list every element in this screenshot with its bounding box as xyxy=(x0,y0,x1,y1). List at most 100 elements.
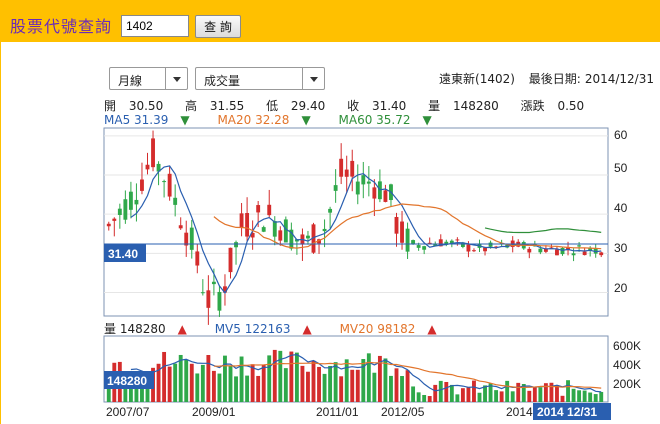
candle-body xyxy=(400,221,404,243)
volume-bar xyxy=(466,386,471,402)
volume-value: 量 148280 xyxy=(428,99,508,113)
candle-body xyxy=(394,216,399,234)
volume-bar xyxy=(184,359,189,402)
candle-body xyxy=(355,181,360,195)
volume-bar xyxy=(250,364,255,402)
chevron-down-icon[interactable] xyxy=(165,68,187,89)
candle-body xyxy=(250,232,255,238)
candle-body xyxy=(366,181,371,184)
volume-bar xyxy=(283,368,288,402)
candle-body xyxy=(173,197,178,205)
up-arrow-icon: ▲ xyxy=(302,322,312,336)
candle-body xyxy=(444,241,449,245)
candle-body xyxy=(411,240,416,244)
volume-bar xyxy=(499,391,504,402)
candle-body xyxy=(599,252,604,256)
volume-bar xyxy=(361,359,366,402)
volume-ma-lines xyxy=(130,353,602,393)
ma60-legend: MA60 35.72 ▼ xyxy=(338,113,432,127)
volume-bar xyxy=(333,362,338,402)
volume-label: 量 xyxy=(428,99,441,113)
stock-code-input[interactable] xyxy=(121,15,189,37)
volume-bar xyxy=(223,355,227,402)
volume-bar xyxy=(322,373,327,402)
query-button[interactable]: 查 詢 xyxy=(195,15,241,38)
change-number: 0.50 xyxy=(557,99,585,113)
volume-bar xyxy=(162,351,167,402)
candle-body xyxy=(112,218,117,221)
volume-bar xyxy=(311,360,316,402)
candle-body xyxy=(117,208,122,215)
candle-body xyxy=(588,247,593,251)
current-price-label: 31.40 xyxy=(108,247,138,261)
volume-bar xyxy=(444,381,449,402)
candle-body xyxy=(195,251,200,266)
candle-body xyxy=(433,243,438,246)
volume-bar xyxy=(339,376,344,402)
period-select[interactable]: 月線 xyxy=(109,67,188,90)
candle-body xyxy=(283,219,288,243)
ma-legend: MA5 31.39 ▼ MA20 32.28 ▼ MA60 35.72 ▼ xyxy=(104,113,456,127)
volume-tick: 200K xyxy=(613,377,641,391)
period-select-value: 月線 xyxy=(118,74,143,88)
candle-body xyxy=(184,232,189,246)
volume-bar xyxy=(427,396,432,402)
candle-body xyxy=(134,199,139,205)
volume-bar xyxy=(521,384,526,402)
volume-bar xyxy=(449,384,454,402)
chevron-down-icon[interactable] xyxy=(302,68,324,89)
candle-body xyxy=(211,281,216,285)
candle-body xyxy=(223,286,227,293)
low-number: 29.40 xyxy=(290,99,326,113)
open-number: 30.50 xyxy=(128,99,164,113)
volume-bar xyxy=(472,380,476,402)
candle-body xyxy=(151,138,155,168)
volume-bar xyxy=(538,387,543,402)
volume-bar xyxy=(239,356,244,402)
close-number: 31.40 xyxy=(371,99,407,113)
volume-bar xyxy=(350,369,355,402)
volume-bar xyxy=(372,372,377,402)
high-value: 高 31.55 xyxy=(185,99,253,113)
candle-body xyxy=(543,248,548,252)
mv5-line xyxy=(130,353,602,393)
volume-bar xyxy=(156,363,161,402)
volume-bar xyxy=(483,385,487,402)
volume-bar xyxy=(228,365,233,402)
up-arrow-icon: ▲ xyxy=(177,322,187,336)
current-price-badge xyxy=(104,244,146,262)
indicator-select-value: 成交量 xyxy=(204,74,241,88)
candle-body xyxy=(577,245,582,247)
candle-body xyxy=(317,239,321,244)
date-tick: 2009/01 xyxy=(192,405,236,419)
volume-bar xyxy=(261,364,266,402)
candle-body xyxy=(167,173,172,197)
volume-bar xyxy=(560,395,565,402)
candle-body xyxy=(555,249,559,256)
candle-body xyxy=(344,169,349,177)
high-number: 31.55 xyxy=(209,99,245,113)
volume-bar xyxy=(272,349,277,402)
candle-body xyxy=(350,160,355,177)
volume-bar xyxy=(306,371,310,402)
price-axis: 60 50 40 30 20 xyxy=(614,128,628,295)
candle-body xyxy=(416,245,421,248)
candle-body xyxy=(405,228,410,252)
volume-bar xyxy=(400,376,404,402)
volume-bar xyxy=(256,375,261,402)
volume-bar xyxy=(494,390,499,402)
indicator-select[interactable]: 成交量 xyxy=(195,67,325,90)
volume-bar xyxy=(328,365,333,402)
candle-body xyxy=(460,242,465,247)
volume-bar xyxy=(366,353,371,402)
candle-body xyxy=(200,292,205,294)
volume-bar xyxy=(543,383,548,402)
candle-body xyxy=(455,239,460,241)
close-value: 收 31.40 xyxy=(347,99,415,113)
volume-bar xyxy=(411,386,416,402)
candle-body xyxy=(372,187,377,199)
volume-bar xyxy=(433,384,438,402)
candle-body xyxy=(527,248,532,253)
volume-bar xyxy=(577,390,582,402)
